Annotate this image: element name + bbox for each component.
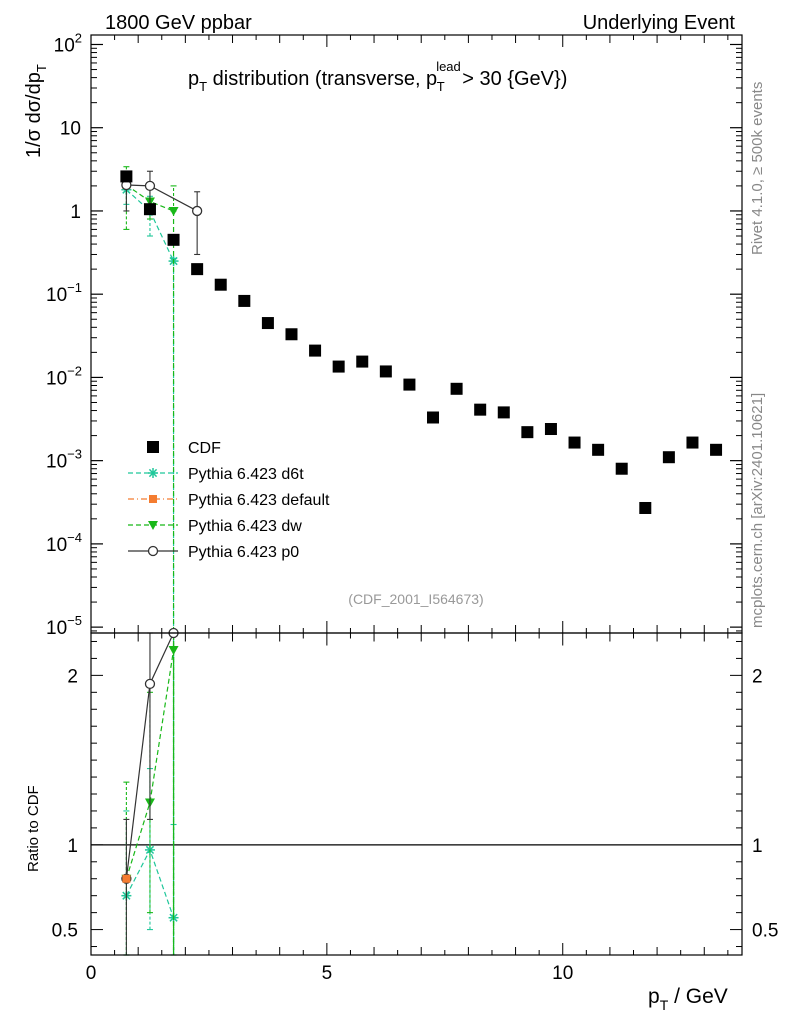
main-y-tick-label: 10−1	[46, 280, 82, 306]
ratio-series-default	[122, 874, 131, 883]
header-right: Underlying Event	[583, 12, 736, 34]
ratio-marker-p0	[144, 678, 156, 689]
marker-cdf	[427, 411, 440, 424]
ratio-y-tick-label-right: 1	[752, 836, 763, 857]
marker-cdf	[238, 294, 251, 307]
marker-cdf	[592, 443, 605, 456]
legend-marker-d6t	[148, 468, 158, 478]
main-y-tick-label: 10−2	[46, 363, 82, 389]
analysis-watermark: (CDF_2001_I564673)	[348, 591, 483, 607]
marker-cdf	[544, 423, 557, 436]
main-y-tick-label: 10−3	[46, 447, 82, 473]
legend-item-default: Pythia 6.423 default	[128, 492, 330, 509]
marker-cdf	[615, 462, 628, 475]
ratio-line-dw	[125, 649, 175, 879]
marker-p0	[144, 180, 156, 192]
legend-label-default: Pythia 6.423 default	[188, 492, 330, 509]
marker-cdf	[710, 443, 723, 456]
marker-cdf	[356, 355, 369, 368]
legend-item-dw: Pythia 6.423 dw	[128, 518, 302, 535]
marker-cdf	[568, 436, 581, 449]
marker-cdf	[120, 170, 133, 183]
ratio-y-tick-label: 0.5	[52, 921, 78, 942]
marker-cdf	[332, 360, 345, 373]
legend-item-d6t: Pythia 6.423 d6t	[128, 466, 304, 483]
marker-cdf	[686, 436, 699, 449]
marker-cdf	[521, 426, 534, 439]
legend-item-cdf: CDF	[147, 440, 221, 457]
rivet-label: Rivet 4.1.0, ≥ 500k events	[749, 82, 766, 255]
mcplots-label: mcplots.cern.ch [arXiv:2401.10621]	[749, 393, 766, 628]
marker-cdf	[261, 317, 274, 330]
legend-marker-cdf	[147, 441, 159, 453]
marker-cdf	[497, 406, 510, 419]
legend-label-dw: Pythia 6.423 dw	[188, 518, 302, 535]
legend-marker-default	[149, 495, 157, 503]
ratio-plot-frame	[90, 632, 743, 956]
x-axis-label: pT / GeV	[648, 985, 728, 1013]
legend-marker-p0	[147, 545, 159, 557]
main-y-tick-label: 102	[54, 30, 82, 56]
marker-cdf	[450, 382, 463, 395]
x-tick-label: 0	[86, 963, 97, 984]
legend-label-d6t: Pythia 6.423 d6t	[188, 466, 304, 483]
legend-label-p0: Pythia 6.423 p0	[188, 544, 299, 561]
ratio-y-tick-label-right: 2	[752, 666, 763, 687]
series-line-p0	[126, 184, 198, 212]
main-y-tick-label: 10−4	[46, 530, 82, 556]
x-tick-label: 5	[322, 963, 333, 984]
legend-marker-dw	[148, 521, 158, 530]
marker-cdf	[379, 365, 392, 378]
main-y-axis-label: 1/σ dσ/dpT	[23, 64, 49, 158]
legend-label-cdf: CDF	[188, 440, 221, 457]
main-y-tick-label: 10−5	[46, 613, 82, 639]
marker-cdf	[143, 203, 156, 216]
marker-cdf	[662, 451, 675, 464]
marker-cdf	[214, 278, 227, 291]
series-p0	[121, 170, 203, 256]
marker-cdf	[309, 344, 322, 357]
marker-p0	[191, 205, 203, 217]
marker-cdf	[639, 501, 652, 514]
ratio-y-axis-label: Ratio to CDF	[25, 785, 42, 872]
legend-item-p0: Pythia 6.423 p0	[128, 544, 299, 561]
ratio-marker-dw	[168, 645, 179, 655]
marker-cdf	[474, 403, 487, 416]
ratio-y-tick-label: 2	[67, 666, 78, 687]
marker-cdf	[285, 328, 298, 341]
ratio-y-tick-label-right: 0.5	[752, 921, 778, 942]
marker-cdf	[191, 263, 204, 276]
marker-dw	[168, 206, 179, 216]
series-line-d6t	[125, 189, 175, 262]
series-cdf	[120, 170, 723, 514]
ratio-y-tick-label: 1	[67, 836, 78, 857]
marker-cdf	[167, 233, 180, 246]
x-tick-label: 10	[552, 963, 573, 984]
main-y-tick-label: 1	[70, 202, 81, 223]
ratio-marker-default	[122, 874, 131, 883]
marker-cdf	[403, 378, 416, 391]
plot-title: pT distribution (transverse, plead T > 30…	[188, 59, 567, 94]
main-y-tick-label: 10	[60, 119, 81, 140]
header-left: 1800 GeV ppbar	[105, 12, 252, 34]
